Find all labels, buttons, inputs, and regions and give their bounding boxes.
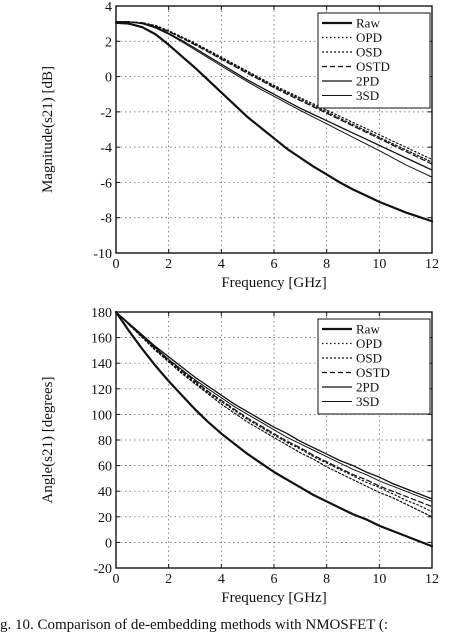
- x-tick-label: 0: [113, 572, 120, 587]
- y-tick-label: -2: [100, 106, 112, 121]
- y-tick-label: -6: [100, 176, 112, 191]
- x-tick-label: 12: [425, 257, 439, 272]
- series-line-ostd: [115, 21, 433, 165]
- y-tick-label: 0: [105, 536, 112, 551]
- x-tick-label: 4: [218, 257, 225, 272]
- y-tick-label: 80: [98, 434, 112, 449]
- legend-label-2pd: 2PD: [356, 380, 379, 395]
- series-line-osd: [115, 311, 433, 518]
- series-line-raw: [114, 21, 434, 223]
- x-tick-label: 0: [113, 257, 120, 272]
- y-tick-label: 120: [91, 383, 112, 398]
- legend-label-opd: OPD: [356, 30, 382, 45]
- series-line-osd: [115, 21, 433, 163]
- figure-caption: g. 10. Comparison of de-embedding method…: [0, 617, 389, 633]
- y-tick-label: 140: [91, 357, 112, 372]
- legend-label-3sd: 3SD: [356, 88, 379, 103]
- legend-label-ostd: OSTD: [356, 59, 390, 74]
- x-tick-label: 10: [372, 572, 386, 587]
- y-tick-label: -10: [93, 247, 112, 262]
- y-tick-label: 40: [98, 485, 112, 500]
- series-line-raw: [114, 310, 434, 548]
- x-tick-label: 8: [323, 572, 330, 587]
- x-tick-label: 8: [323, 257, 330, 272]
- y-tick-label: -8: [100, 212, 112, 227]
- x-tick-label: 2: [165, 572, 172, 587]
- y-tick-label: -20: [93, 562, 112, 577]
- x-tick-label: 2: [165, 257, 172, 272]
- y-tick-label: 4: [105, 0, 112, 15]
- legend-box: [317, 12, 431, 109]
- chart-panel-1: 0 2 4 6 8 10 12 -10 -8 -6 -4 -2 0 2 4 Frequency [GHz] Ma…: [40, 0, 439, 291]
- legend-label-osd: OSD: [356, 351, 382, 366]
- x-tick-label: 12: [425, 572, 439, 587]
- y-tick-label: 60: [98, 460, 112, 475]
- legend-label-osd: OSD: [356, 45, 382, 60]
- series-line-3sd: [115, 311, 433, 502]
- x-axis-label: Frequency [GHz]: [221, 590, 326, 606]
- y-tick-label: 0: [105, 71, 112, 86]
- x-axis-label: Frequency [GHz]: [221, 275, 326, 291]
- y-tick-label: 2: [105, 35, 112, 50]
- y-tick-label: 180: [91, 306, 112, 321]
- y-tick-label: -4: [100, 141, 112, 156]
- series-line-2pd: [115, 311, 433, 500]
- legend-label-ostd: OSTD: [356, 365, 390, 380]
- y-axis-label: Magnitude(s21) [dB]: [40, 66, 56, 193]
- series-line-3sd: [115, 21, 433, 178]
- y-tick-label: 20: [98, 511, 112, 526]
- x-tick-label: 10: [372, 257, 386, 272]
- y-tick-label: 160: [91, 332, 112, 347]
- y-tick-label: 100: [91, 408, 112, 423]
- x-tick-label: 4: [218, 572, 225, 587]
- chart-panel-2: 0 2 4 6 8 10 12-20020406080100120140160180Freq…: [40, 306, 439, 606]
- legend-label-opd: OPD: [356, 336, 382, 351]
- legend-label-2pd: 2PD: [356, 74, 379, 89]
- y-axis-label: Angle(s21) [degrees]: [40, 376, 56, 503]
- x-tick-label: 6: [271, 257, 278, 272]
- x-tick-label: 6: [271, 572, 278, 587]
- legend-label-raw: Raw: [356, 16, 380, 31]
- series-line-2pd: [115, 21, 433, 171]
- legend-label-3sd: 3SD: [356, 394, 379, 409]
- series-line-ostd: [115, 311, 433, 508]
- legend-box: [317, 318, 431, 415]
- legend-label-raw: Raw: [356, 322, 380, 337]
